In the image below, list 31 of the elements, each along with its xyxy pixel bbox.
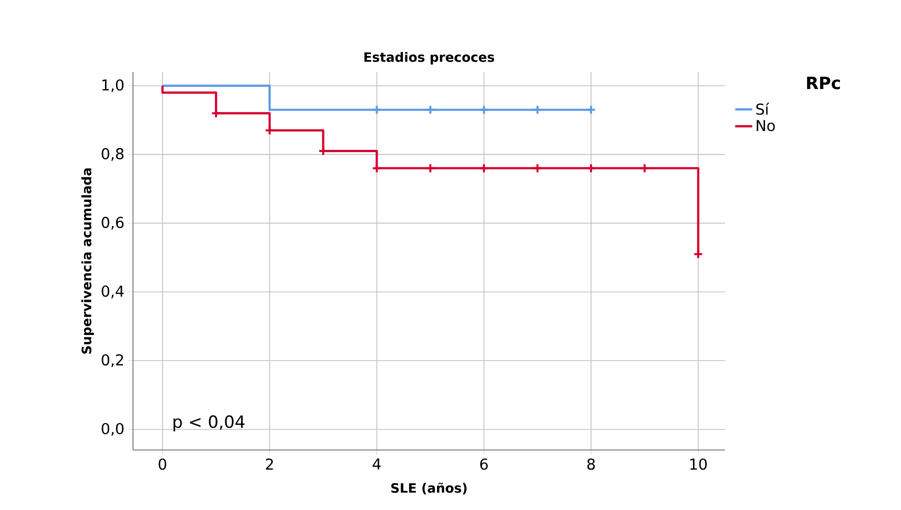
legend-label: No — [756, 120, 775, 132]
legend-label: Sí — [756, 102, 770, 115]
y-tick-label: 0,4 — [102, 285, 124, 298]
point — [372, 163, 382, 174]
point — [372, 104, 382, 115]
legend-title: RPc — [807, 76, 840, 90]
x-tick-label: 2 — [266, 458, 273, 470]
y-tick-label: 0,8 — [102, 148, 124, 161]
point — [640, 163, 650, 174]
point — [264, 125, 275, 136]
x-tick-label: 10 — [690, 458, 707, 470]
point — [532, 104, 542, 115]
y-tick-label: 1,0 — [102, 79, 124, 92]
point — [478, 104, 489, 115]
x-tick-label: 0 — [158, 458, 166, 470]
x-tick-label: 6 — [480, 458, 488, 470]
y-tick-label: 0,6 — [102, 216, 124, 230]
annotation: p < 0,04 — [174, 415, 245, 432]
x-axis-title: SLE (años) — [391, 482, 467, 494]
point — [586, 163, 596, 174]
point — [425, 163, 436, 174]
y-tick-label: 0,0 — [102, 422, 124, 436]
point — [211, 108, 222, 118]
y-tick-label: 0,2 — [102, 354, 124, 368]
y-axis-title: Supervivencia acumulada — [81, 168, 94, 354]
x-tick-label: 8 — [587, 458, 595, 470]
chart-title: Estadios precoces — [364, 52, 494, 64]
point — [532, 163, 542, 174]
point — [478, 163, 489, 174]
point — [425, 104, 436, 115]
x-tick-label: 4 — [372, 458, 381, 470]
